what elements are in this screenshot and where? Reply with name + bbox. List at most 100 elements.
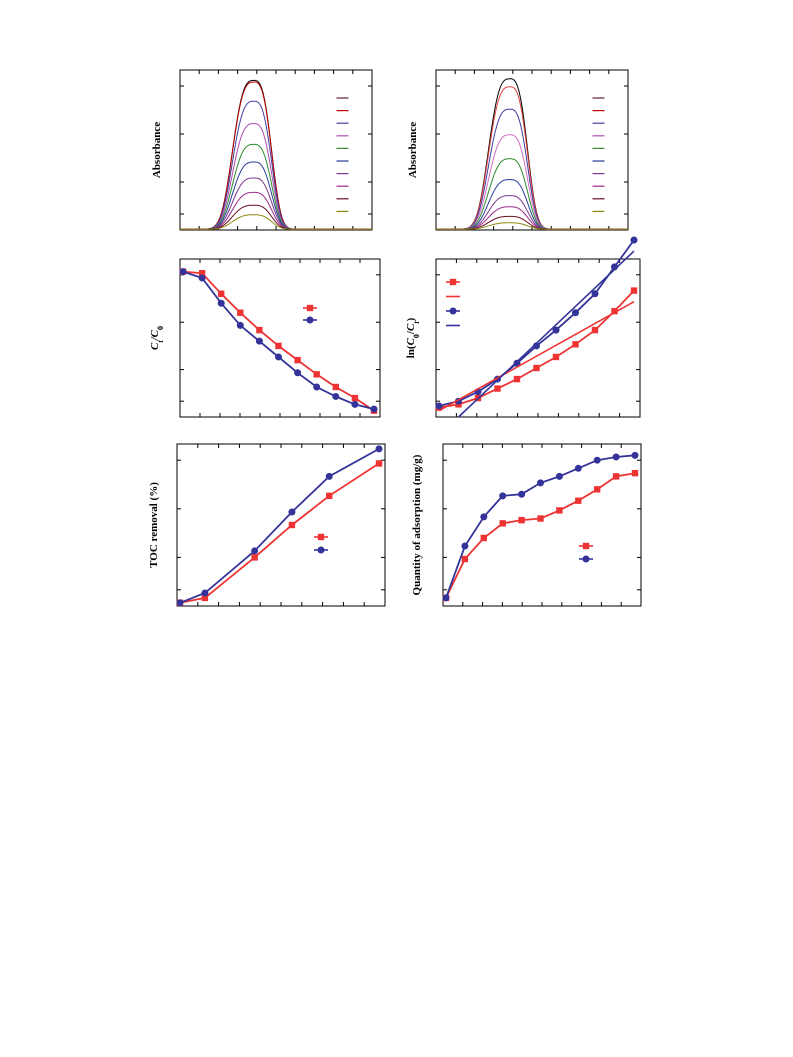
y-label-part-3: / (405, 330, 417, 335)
spectrum-line-9 (180, 214, 372, 230)
legend-marker-0 (317, 533, 325, 541)
data-point-0-7 (572, 341, 579, 348)
data-point-1-6 (294, 369, 302, 377)
y-label-part-3: 0 (156, 326, 165, 330)
legend-marker-1 (582, 555, 590, 563)
data-point-0-3 (494, 385, 501, 392)
y-label-part-5: t (412, 321, 421, 324)
series-line-1 (445, 454, 636, 599)
legend-marker-0 (449, 278, 457, 286)
data-point-1-0 (435, 402, 443, 410)
spectrum-line-0 (180, 79, 372, 230)
data-point-1-1 (201, 589, 209, 597)
spectrum-line-0 (436, 78, 628, 230)
panel-a-absorbance-spectra: Absorbance (151, 69, 373, 231)
data-point-1-9 (612, 453, 620, 461)
data-point-1-1 (461, 542, 469, 550)
data-point-1-6 (552, 326, 560, 334)
data-point-1-8 (593, 456, 601, 464)
data-point-1-10 (630, 236, 638, 244)
y-label-part-6: ) (405, 317, 417, 321)
legend-marker-2 (449, 307, 457, 315)
y-label-part-2: 0 (412, 334, 421, 338)
y-axis-label: Quantity of adsorption (mg/g) (411, 454, 423, 595)
plot-frame (435, 69, 629, 231)
data-point-1-5 (375, 445, 383, 453)
data-point-1-6 (555, 472, 563, 480)
data-point-0-4 (513, 375, 521, 383)
panel-d-kinetics: ln(C0/Ct) (405, 236, 641, 418)
data-point-1-7 (313, 383, 321, 391)
data-point-1-3 (499, 492, 507, 500)
data-point-1-0 (442, 594, 450, 602)
data-point-0-4 (518, 516, 525, 524)
data-point-0-5 (533, 364, 540, 372)
data-point-1-1 (198, 274, 206, 282)
panel-b-absorbance-spectra: Absorbance (407, 69, 629, 231)
series-line-0 (179, 462, 380, 604)
data-point-1-0 (176, 599, 184, 607)
data-point-1-8 (591, 290, 599, 298)
data-point-1-3 (288, 508, 296, 516)
data-point-1-10 (370, 405, 378, 413)
data-point-0-2 (480, 534, 487, 542)
data-point-0-2 (251, 554, 258, 561)
plot-frame (435, 258, 641, 418)
y-axis-label: Absorbance (407, 122, 419, 178)
y-label-part-0: ln( (405, 345, 417, 358)
data-point-0-6 (556, 507, 563, 514)
y-axis-label: ln(C0/Ct) (405, 317, 421, 358)
data-point-1-2 (251, 547, 259, 555)
data-point-0-8 (332, 383, 339, 391)
series-line-3 (457, 250, 635, 418)
series-line-0 (445, 472, 636, 599)
data-point-1-3 (236, 321, 244, 329)
data-point-0-3 (237, 309, 244, 316)
data-point-1-4 (518, 490, 526, 498)
data-point-0-2 (218, 290, 225, 297)
data-point-1-10 (631, 451, 639, 459)
data-point-0-4 (256, 326, 263, 334)
data-point-1-4 (325, 472, 333, 480)
data-point-0-1 (198, 270, 206, 277)
data-point-0-9 (351, 394, 359, 402)
plot-frame (176, 443, 386, 607)
data-point-0-8 (591, 326, 599, 334)
panel-c-concentration-ratio: Ct/C0 (149, 258, 381, 418)
data-point-0-9 (611, 307, 618, 315)
data-point-1-0 (179, 268, 187, 276)
data-point-1-2 (217, 299, 225, 307)
data-point-1-5 (537, 479, 544, 487)
legend-marker-0 (582, 542, 590, 550)
data-point-0-5 (537, 515, 544, 522)
y-label-part-4: C (405, 323, 417, 331)
data-point-0-10 (631, 469, 639, 477)
data-point-0-7 (575, 497, 582, 504)
data-point-0-7 (313, 371, 320, 378)
data-point-1-5 (275, 353, 282, 361)
data-point-0-5 (275, 342, 282, 350)
data-point-1-7 (572, 309, 579, 317)
data-point-0-6 (294, 356, 301, 364)
y-axis-label: Absorbance (151, 122, 163, 178)
data-point-0-1 (201, 594, 209, 602)
y-label-part-1: t (156, 340, 165, 343)
series-line-1 (438, 239, 635, 407)
series-line-1 (182, 270, 375, 410)
y-label-part-1: C (405, 337, 417, 345)
spectrum-line-9 (436, 222, 628, 230)
plot-frame (442, 443, 642, 607)
y-label-part-0: C (149, 342, 161, 350)
series-line-2 (438, 301, 635, 412)
data-point-1-4 (513, 359, 521, 367)
data-point-1-7 (574, 464, 582, 472)
data-point-1-9 (351, 400, 359, 408)
panel-f-adsorption: Quantity of adsorption (mg/g) (411, 443, 642, 607)
data-point-0-1 (461, 555, 469, 563)
data-point-0-5 (375, 460, 383, 467)
data-point-0-9 (612, 473, 620, 480)
series-line-0 (182, 270, 375, 412)
legend-marker-1 (317, 546, 325, 554)
data-point-0-4 (326, 492, 333, 500)
